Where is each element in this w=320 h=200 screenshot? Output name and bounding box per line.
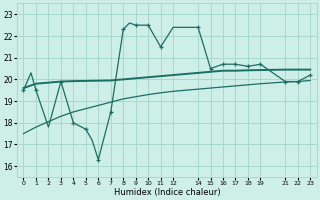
- X-axis label: Humidex (Indice chaleur): Humidex (Indice chaleur): [114, 188, 220, 197]
